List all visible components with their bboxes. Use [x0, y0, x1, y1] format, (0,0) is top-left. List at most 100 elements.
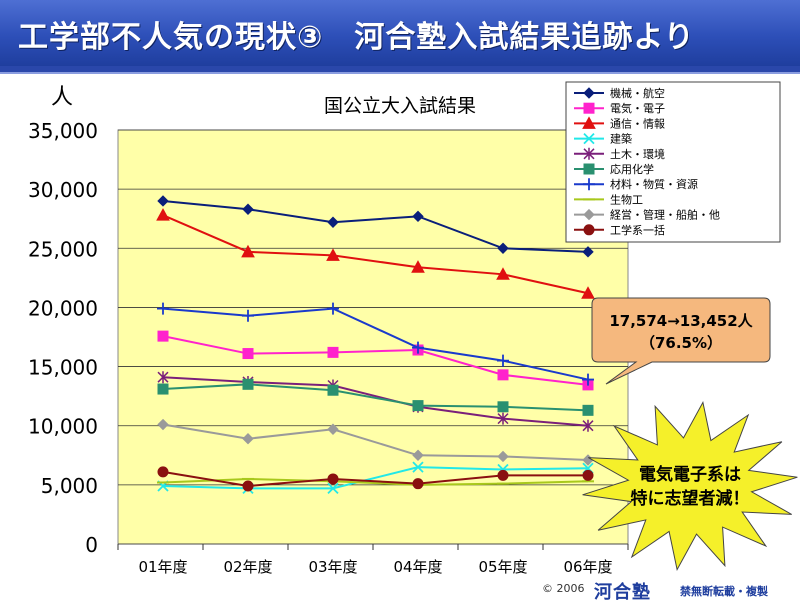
legend-entry: 工学系一括: [574, 223, 665, 237]
series-lines: [156, 195, 595, 495]
y-tick-label: 5,000: [41, 474, 98, 498]
data-point: [157, 466, 169, 478]
legend: 機械・航空電気・電子通信・情報建築土木・環境応用化学材料・物質・資源生物工経営・…: [565, 81, 781, 243]
data-point: [327, 302, 339, 315]
legend-entry: 土木・環境: [574, 147, 665, 161]
data-point: [157, 195, 169, 207]
data-point: [412, 210, 424, 223]
data-point: [412, 341, 424, 354]
data-point: [157, 418, 169, 431]
data-point: [411, 260, 425, 273]
legend-label: 生物工: [610, 192, 643, 206]
data-point: [327, 346, 339, 358]
burst-line-2: 特に志望者減！: [631, 488, 750, 509]
data-point: [497, 412, 509, 425]
data-point: [581, 286, 595, 299]
legend-marker: [583, 224, 595, 236]
legend-entry: 電気・電子: [574, 101, 665, 115]
data-point: [582, 373, 594, 386]
legend-entry: 経営・管理・船舶・他: [574, 208, 720, 222]
callout-line-2: （76.5%）: [640, 334, 722, 352]
legend-entry: 生物工: [574, 192, 643, 206]
data-point: [242, 433, 254, 445]
series-7: [157, 302, 594, 386]
legend-entry: 建築: [574, 132, 632, 146]
footer: © 2006 河合塾 禁無断転載・複製: [0, 578, 800, 603]
data-point: [497, 401, 509, 413]
x-tick-label: 06年度: [563, 558, 612, 576]
x-tick-label: 05年度: [478, 558, 527, 576]
copyright: © 2006: [542, 582, 585, 595]
data-point: [242, 203, 254, 215]
series-6: [157, 378, 594, 416]
callout-shape: [591, 297, 771, 385]
series-line: [162, 470, 588, 488]
data-point: [157, 302, 169, 315]
y-tick-label: 0: [85, 533, 98, 557]
plot-area: 国公立大入試結果: [117, 95, 629, 550]
legend-entry: 応用化学: [574, 162, 654, 176]
legend-label: 工学系一括: [610, 223, 665, 237]
legend-marker: [583, 132, 595, 145]
legend-label: 通信・情報: [610, 117, 665, 130]
data-point: [582, 419, 594, 432]
legend-label: 機械・航空: [610, 86, 665, 100]
copy-notice: 禁無断転載・複製: [680, 585, 768, 598]
y-tick-label: 10,000: [28, 415, 98, 439]
data-point: [327, 473, 339, 485]
callout-annotation: 17,574→13,452人 （76.5%）: [591, 297, 771, 385]
data-point: [412, 400, 424, 412]
legend-label: 建築: [610, 132, 632, 146]
data-point: [582, 469, 594, 481]
data-point: [327, 423, 339, 435]
data-point: [497, 469, 509, 481]
data-point: [582, 404, 594, 416]
series-line: [162, 423, 589, 462]
title-bar: 工学部不人気の現状③ 河合塾入試結果追跡より: [0, 0, 800, 66]
callout-line-1: 17,574→13,452人: [609, 312, 753, 330]
y-tick-label: 25,000: [28, 237, 98, 261]
legend-label: 経営・管理・船舶・他: [610, 208, 720, 222]
series-10: [157, 466, 594, 492]
legend-marker: [583, 102, 595, 114]
series-line: [162, 199, 589, 253]
data-point: [327, 216, 339, 228]
legend-marker: [583, 208, 595, 221]
series-3: [156, 208, 595, 299]
legend-label: 応用化学: [610, 162, 654, 176]
x-tick-label: 04年度: [393, 558, 442, 576]
burst-line-1: 電気電子系は: [639, 464, 741, 485]
series-line: [162, 383, 589, 412]
series-line: [162, 214, 589, 295]
series-9: [157, 418, 594, 466]
x-tick-labels: 01年度 02年度 03年度 04年度 05年度 06年度: [138, 558, 612, 576]
x-tick-label: 02年度: [223, 558, 272, 576]
brand-logo: 河合塾: [594, 582, 651, 603]
y-axis-label: 人: [51, 85, 73, 110]
data-point: [496, 267, 510, 280]
legend-label: 材料・物質・資源: [610, 177, 698, 191]
legend-label: 土木・環境: [610, 147, 665, 161]
series-line: [162, 307, 589, 381]
data-point: [157, 383, 169, 395]
burst-shape: [582, 400, 798, 572]
line-chart: 国公立大入試結果 0 5,000 10,000 15,000 20,000 25,000 3…: [28, 81, 798, 576]
data-point: [242, 309, 254, 322]
y-tick-labels: 0 5,000 10,000 15,000 20,000 25,000 30,000 35,0…: [28, 85, 98, 557]
data-point: [156, 208, 170, 221]
data-point: [412, 449, 424, 461]
series-1: [157, 195, 594, 258]
title-stripe: [0, 66, 800, 74]
data-point: [412, 461, 424, 473]
legend-marker: [582, 116, 596, 129]
data-point: [497, 354, 509, 367]
data-point: [497, 369, 509, 381]
data-point: [497, 450, 509, 463]
series-line: [162, 335, 589, 386]
slide-title: 工学部不人気の現状③ 河合塾入試結果追跡より: [18, 20, 695, 55]
chart-title: 国公立大入試結果: [324, 95, 476, 117]
legend-marker: [583, 87, 595, 99]
legend-entry: 通信・情報: [574, 116, 665, 130]
data-point: [327, 384, 339, 396]
